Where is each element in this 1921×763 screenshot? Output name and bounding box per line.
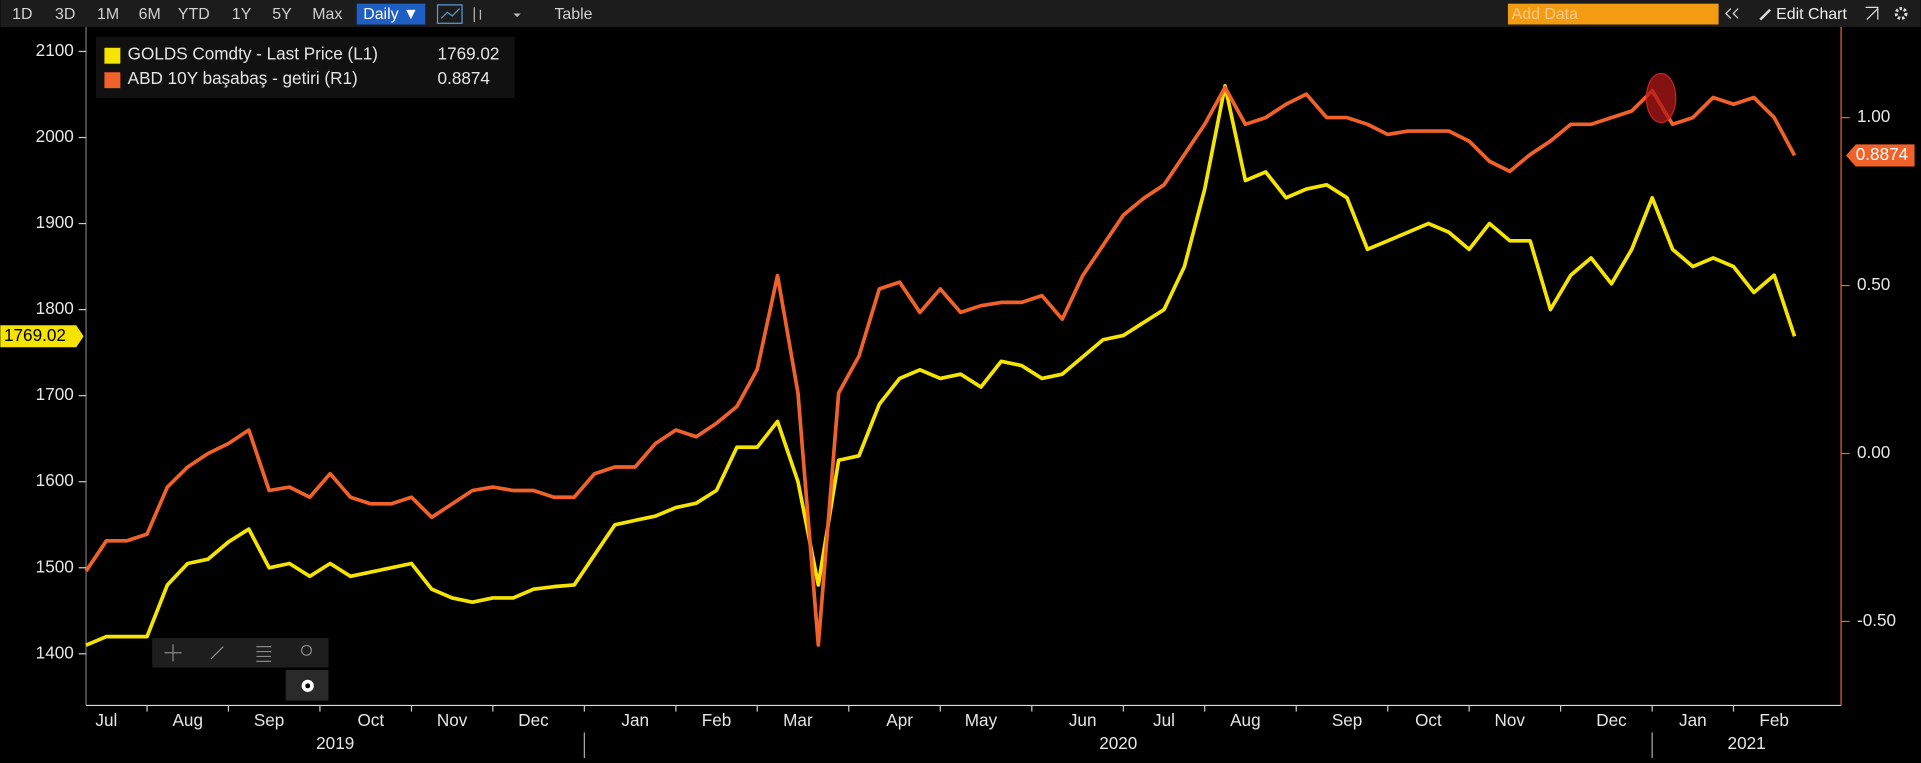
legend-label: ABD 10Y başabaş - getiri (R1) [128,68,358,88]
settings-icon[interactable] [1894,7,1908,20]
y2-tick-label: -0.50 [1857,610,1896,630]
legend [95,36,515,98]
series-line [84,85,1797,647]
edit-icon[interactable] [1759,8,1771,21]
y-tick-label: 1500 [36,556,74,576]
y-tick-label: 1700 [36,384,74,404]
y-tick-label: 2100 [36,40,74,60]
x-tick-label: Dec [1596,710,1627,730]
crosshair-tool[interactable] [164,644,182,662]
range-button[interactable]: YTD [178,6,210,23]
x-tick-label: Aug [1230,710,1260,730]
frequency-button[interactable] [356,3,426,25]
x-tick-label: Dec [518,710,549,730]
x-tick-label: Jan [1679,710,1707,730]
legend-value: 1769.02 [438,44,500,64]
table-button[interactable]: Table [554,6,592,23]
x-tick-label: Jul [95,710,117,730]
highlight-marker [1645,72,1677,124]
edit-chart-button[interactable]: Edit Chart [1776,6,1847,23]
zoom-tool[interactable] [300,644,313,656]
x-tick-label: Jul [1153,710,1175,730]
year-label: 2019 [316,733,354,753]
range-button[interactable]: 1M [97,6,119,23]
x-tick-label: Jan [621,710,649,730]
y-tick-label: 1600 [36,470,74,490]
line-icon-glyph [440,8,461,19]
bar-icon[interactable] [473,7,482,23]
plot-area [84,84,1797,647]
range-button[interactable]: 1D [12,6,32,23]
last-value-tag [0,325,84,348]
range-button[interactable]: 5Y [272,6,292,23]
legend-swatch [104,47,121,64]
last-value-label: 0.8874 [1856,144,1909,164]
year-label: 2021 [1728,733,1766,753]
x-tick-label: Jun [1069,710,1097,730]
x-tick-label: Aug [173,710,203,730]
last-value-tag [1845,144,1915,167]
range-button[interactable]: 6M [139,6,161,23]
y2-tick-label: 1.00 [1857,106,1890,126]
y-tick-label: 1800 [36,298,74,318]
tool-palette [152,638,329,701]
y2-tick-label: 0.00 [1857,442,1890,462]
dropdown-icon[interactable] [513,13,521,18]
x-tick-label: Feb [1759,710,1789,730]
series-line [85,84,1797,647]
y2-tick-label: 0.50 [1857,274,1890,294]
x-tick-label: Mar [783,710,813,730]
x-tick-label: Nov [1495,710,1526,730]
y-tick-label: 1900 [36,212,74,232]
y-tick-label: 2000 [36,126,74,146]
range-button[interactable]: 3D [55,6,75,23]
collapse-icon[interactable] [1725,8,1739,19]
x-tick-label: May [965,710,998,730]
last-value-label: 1769.02 [4,325,66,345]
x-tick-label: Oct [357,710,384,730]
frequency-label[interactable]: Daily ▼ [363,6,419,23]
x-tick-label: Feb [702,710,732,730]
x-tick-label: Sep [254,710,284,730]
list-tool[interactable] [256,646,271,662]
x-tick-label: Nov [437,710,468,730]
y-tick-label: 1400 [36,642,74,662]
x-tick-label: Oct [1415,710,1442,730]
mode-dot-center [305,683,311,689]
range-button[interactable]: Max [312,6,342,23]
legend-value: 0.8874 [438,68,491,88]
toolbar-icons [436,4,1908,24]
legend-swatch [104,72,121,89]
x-tick-label: Apr [886,710,913,730]
add-data-input[interactable] [1507,3,1719,25]
expand-icon[interactable] [1865,6,1879,21]
year-label: 2020 [1099,733,1137,753]
x-tick-label: Sep [1332,710,1362,730]
draw-tool[interactable] [210,646,224,660]
legend-label: GOLDS Comdty - Last Price (L1) [128,44,378,64]
add-data-placeholder[interactable]: Add Data [1512,6,1578,23]
line-icon[interactable] [436,4,463,24]
range-button[interactable]: 1Y [232,6,252,23]
